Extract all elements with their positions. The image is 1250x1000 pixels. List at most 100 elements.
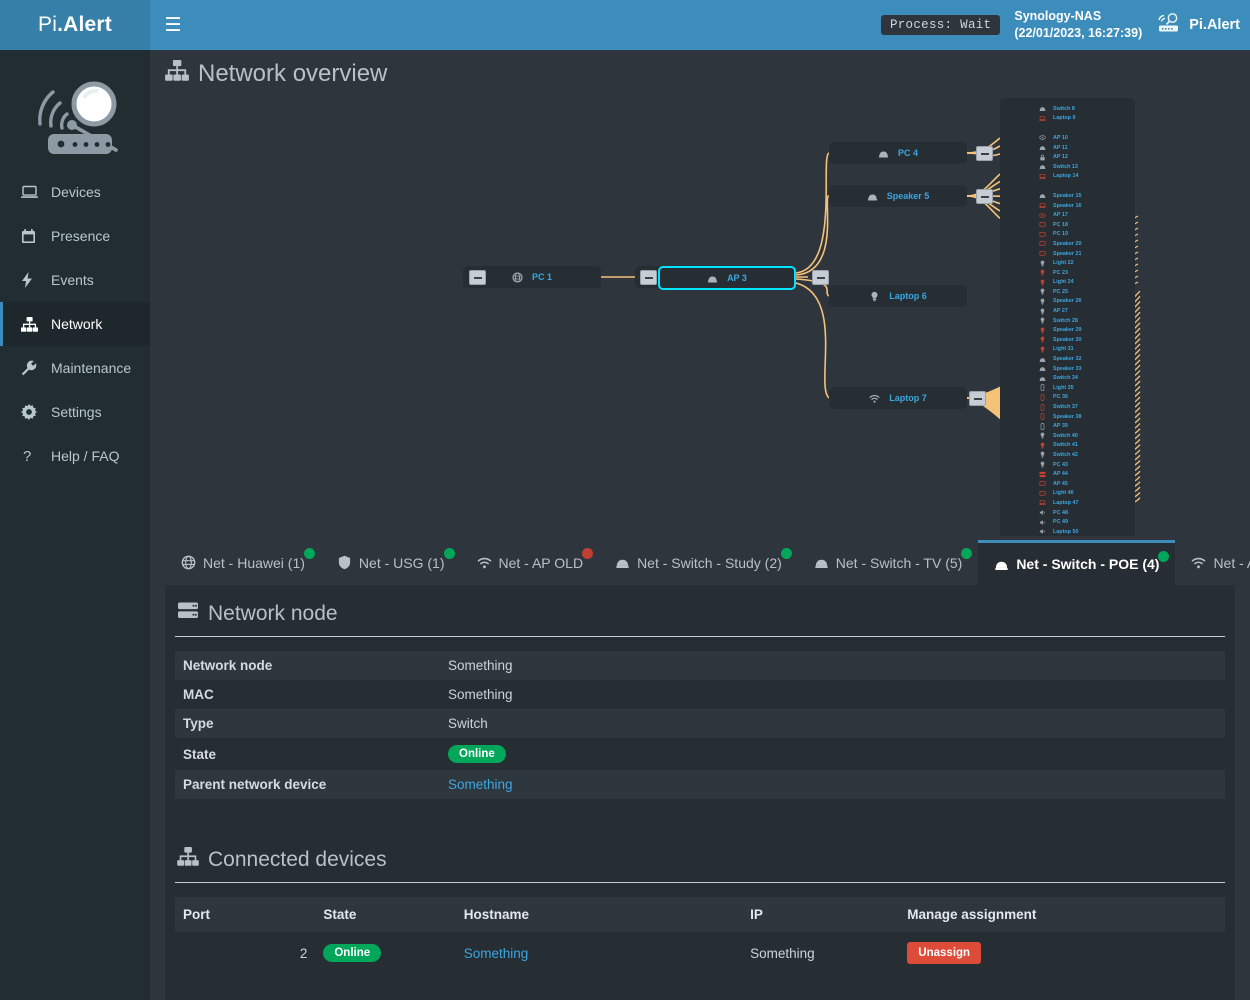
cluster-device-row[interactable]: AP 17 xyxy=(1000,210,1135,220)
cluster-device-row[interactable]: AP 45 xyxy=(1000,479,1135,489)
cluster-device-label: Speaker 21 xyxy=(1053,250,1082,257)
hamburger-icon[interactable]: ☰ xyxy=(164,14,182,36)
cluster-device-row[interactable]: PC 49 xyxy=(1000,517,1135,527)
column-header[interactable]: State xyxy=(315,897,456,932)
cluster-device-row[interactable]: Switch 28 xyxy=(1000,316,1135,326)
status-badge: Online xyxy=(323,944,382,962)
collapse-pc1-button[interactable] xyxy=(469,270,486,285)
content-area: Network overview PC 1AP 2AP 3PC 4Speaker… xyxy=(150,50,1250,1000)
collapse-ap3-button[interactable] xyxy=(812,270,829,285)
cluster-device-label: Laptop 47 xyxy=(1053,499,1079,506)
cluster-device-row[interactable]: Light 22 xyxy=(1000,258,1135,268)
sidebar-item-presence[interactable]: Presence xyxy=(0,214,150,258)
cluster-device-row[interactable]: Speaker 21 xyxy=(1000,249,1135,259)
pc-icon xyxy=(1038,479,1047,488)
cluster-device-row[interactable]: PC 43 xyxy=(1000,460,1135,470)
diagram-node-pc4[interactable]: PC 4 xyxy=(829,142,967,164)
cluster-device-row[interactable]: Switch 8 xyxy=(1000,104,1135,114)
speaker-icon xyxy=(1038,518,1047,527)
column-header[interactable]: Manage assignment xyxy=(899,897,1225,932)
cluster-device-row[interactable]: AP 27 xyxy=(1000,306,1135,316)
sidebar-item-maintenance[interactable]: Maintenance xyxy=(0,346,150,390)
sidebar-item-events[interactable]: Events xyxy=(0,258,150,302)
cluster-device-row[interactable]: Speaker 15 xyxy=(1000,191,1135,201)
cluster-device-row[interactable]: Laptop 14 xyxy=(1000,172,1135,182)
cluster-device-row[interactable]: Switch 41 xyxy=(1000,441,1135,451)
cluster-device-row[interactable]: PC 18 xyxy=(1000,220,1135,230)
cluster-device-row[interactable]: PC 19 xyxy=(1000,230,1135,240)
brand-logo[interactable]: Pi .Alert xyxy=(0,0,150,50)
cluster-device-row[interactable]: Light 35 xyxy=(1000,383,1135,393)
sidebar-item-settings[interactable]: Settings xyxy=(0,390,150,434)
light-icon xyxy=(1038,450,1047,459)
tab-net-huawei-1[interactable]: Net - Huawei (1) xyxy=(165,540,321,585)
tab-net-usg-1[interactable]: Net - USG (1) xyxy=(321,540,461,585)
cluster-device-row[interactable]: Speaker 32 xyxy=(1000,354,1135,364)
cluster-device-row[interactable]: Speaker 16 xyxy=(1000,201,1135,211)
cluster-device-row[interactable]: AP 10 xyxy=(1000,133,1135,143)
column-header[interactable]: Port xyxy=(175,897,316,932)
light-icon xyxy=(1038,287,1047,296)
tab-net-ap-36[interactable]: Net - AP (36) xyxy=(1175,540,1250,585)
column-header[interactable]: Hostname xyxy=(455,897,743,932)
sidebar-item-label: Maintenance xyxy=(51,360,132,376)
cluster-device-row[interactable]: Speaker 20 xyxy=(1000,239,1135,249)
collapse-ap2-button[interactable] xyxy=(640,270,657,285)
cluster-device-row[interactable]: AP 12 xyxy=(1000,152,1135,162)
node-detail-row: Type Switch xyxy=(175,709,1225,738)
cluster-device-row[interactable]: Speaker 29 xyxy=(1000,325,1135,335)
cluster-device-row[interactable]: PC 48 xyxy=(1000,508,1135,518)
cluster-device-row[interactable]: Speaker 30 xyxy=(1000,335,1135,345)
tab-net-switch-study-2[interactable]: Net - Switch - Study (2) xyxy=(599,540,798,585)
cluster-device-row[interactable]: AP 44 xyxy=(1000,469,1135,479)
cell-hostname[interactable]: Something xyxy=(456,932,742,974)
column-header[interactable]: IP xyxy=(742,897,900,932)
light-icon xyxy=(1038,460,1047,469)
cluster-device-label: Switch 8 xyxy=(1053,105,1075,112)
diagram-node-laptop7[interactable]: Laptop 7 xyxy=(829,387,967,409)
diagram-node-pc1[interactable]: PC 1 xyxy=(463,266,601,288)
sidebar-item-devices[interactable]: Devices xyxy=(0,170,150,214)
parent-device-link[interactable]: Something xyxy=(448,777,513,792)
node-detail-value[interactable]: Something xyxy=(440,770,1225,799)
tab-net-ap-old[interactable]: Net - AP OLD xyxy=(461,540,600,585)
cluster-device-row[interactable]: PC 23 xyxy=(1000,268,1135,278)
cluster-device-row[interactable]: Switch 13 xyxy=(1000,162,1135,172)
cluster-device-row[interactable]: Switch 37 xyxy=(1000,402,1135,412)
collapse-pc4-button[interactable] xyxy=(976,146,993,161)
tab-net-switch-poe-4[interactable]: Net - Switch - POE (4) xyxy=(978,540,1176,585)
network-node-tabs[interactable]: Net - Huawei (1) Net - USG (1) Net - AP OL… xyxy=(165,540,1250,585)
cluster-device-row[interactable]: AP 39 xyxy=(1000,421,1135,431)
cluster-device-panel[interactable]: Switch 8 Laptop 9 AP 10 AP 11 AP 12 Switch 13… xyxy=(1000,98,1135,536)
cluster-device-row[interactable]: Light 24 xyxy=(1000,278,1135,288)
cluster-device-row[interactable]: Laptop 50 xyxy=(1000,527,1135,536)
cluster-device-row[interactable]: PC 36 xyxy=(1000,393,1135,403)
cluster-device-row[interactable]: Switch 34 xyxy=(1000,373,1135,383)
cluster-device-row[interactable]: Switch 40 xyxy=(1000,431,1135,441)
collapse-laptop7-button[interactable] xyxy=(969,391,986,406)
cluster-device-row[interactable]: Speaker 26 xyxy=(1000,297,1135,307)
cluster-device-row[interactable]: Light 46 xyxy=(1000,489,1135,499)
cluster-device-row[interactable]: PC 25 xyxy=(1000,287,1135,297)
cluster-device-label: Light 24 xyxy=(1053,279,1074,286)
user-menu[interactable]: Pi.Alert xyxy=(1156,12,1240,39)
diagram-node-ap3[interactable]: AP 3 xyxy=(658,266,796,290)
sidebar-item-help-faq[interactable]: ? Help / FAQ xyxy=(0,434,150,478)
sidebar-item-network[interactable]: Network xyxy=(0,302,150,346)
cluster-device-row[interactable]: Speaker 38 xyxy=(1000,412,1135,422)
cluster-device-row[interactable]: Speaker 33 xyxy=(1000,364,1135,374)
diagram-node-speaker5[interactable]: Speaker 5 xyxy=(829,185,967,207)
tab-net-switch-tv-5[interactable]: Net - Switch - TV (5) xyxy=(798,540,979,585)
hostname-link[interactable]: Something xyxy=(463,945,529,961)
cluster-device-row[interactable]: Laptop 9 xyxy=(1000,114,1135,124)
cluster-device-row[interactable]: Light 31 xyxy=(1000,345,1135,355)
diagram-node-laptop6[interactable]: Laptop 6 xyxy=(829,285,967,307)
unassign-button[interactable]: Unassign xyxy=(907,942,982,964)
cluster-device-row[interactable]: AP 11 xyxy=(1000,143,1135,153)
cluster-device-row[interactable]: Laptop 47 xyxy=(1000,498,1135,508)
cluster-device-label: Speaker 26 xyxy=(1053,298,1082,305)
phone-icon xyxy=(1038,422,1047,431)
collapse-speaker5-button[interactable] xyxy=(976,189,993,204)
cluster-device-row[interactable]: Switch 42 xyxy=(1000,450,1135,460)
